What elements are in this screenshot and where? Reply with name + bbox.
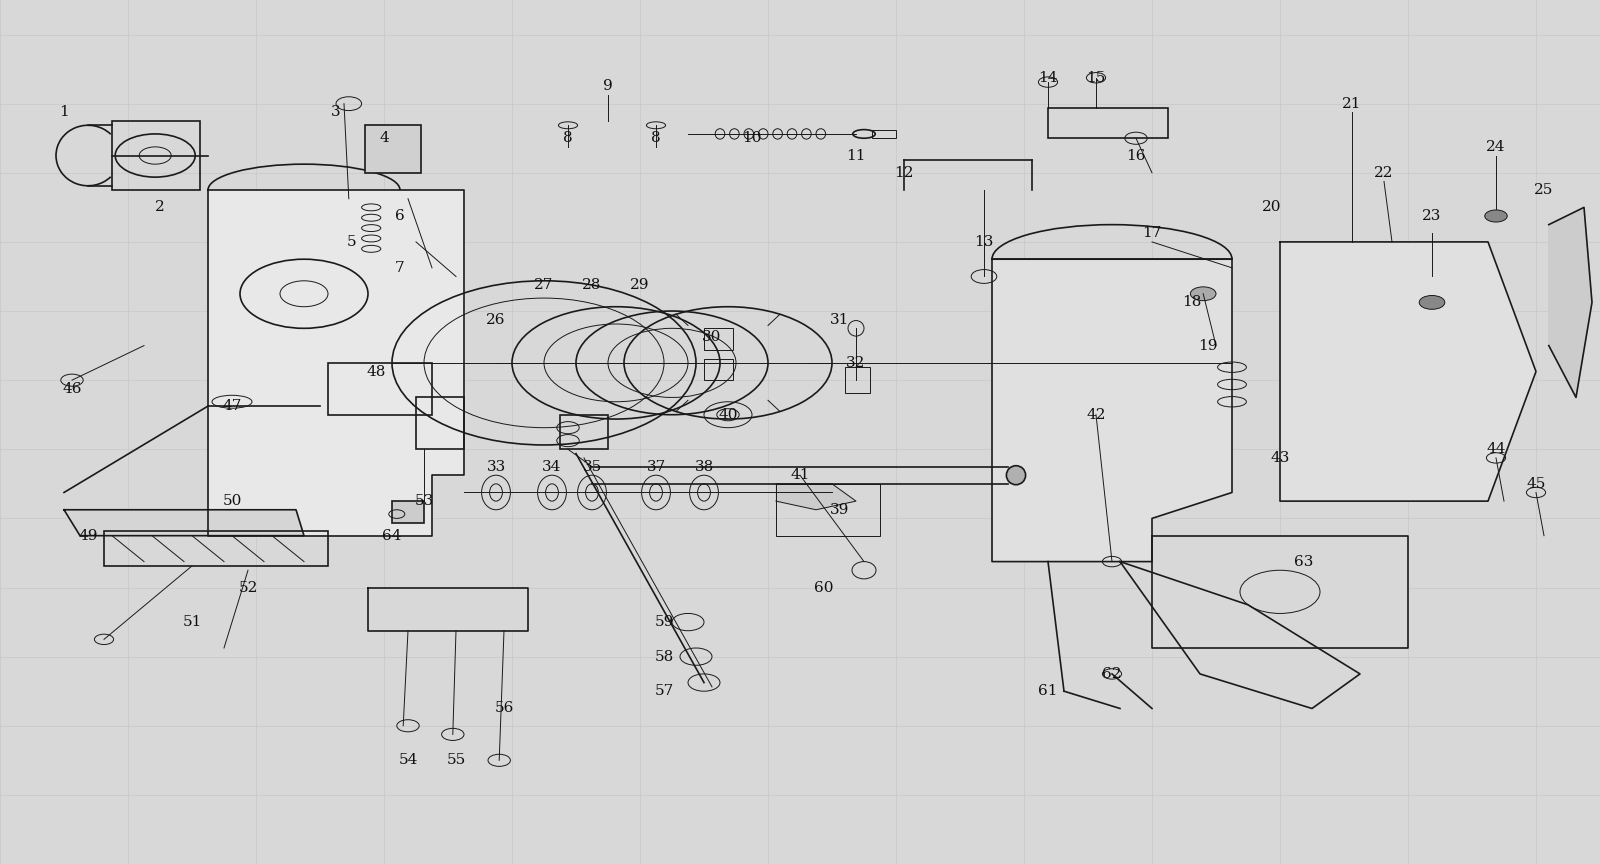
Text: 27: 27: [534, 278, 554, 292]
Text: 53: 53: [414, 494, 434, 508]
Text: 10: 10: [742, 131, 762, 145]
Text: 54: 54: [398, 753, 418, 767]
Text: 47: 47: [222, 399, 242, 413]
Circle shape: [1419, 295, 1445, 309]
Bar: [845, 367, 870, 393]
Text: 35: 35: [582, 460, 602, 473]
Text: 43: 43: [1270, 451, 1290, 465]
Text: 58: 58: [654, 650, 674, 664]
Text: 55: 55: [446, 753, 466, 767]
Text: 26: 26: [486, 313, 506, 327]
Text: 60: 60: [814, 581, 834, 594]
Text: 64: 64: [382, 529, 402, 543]
Bar: [1048, 108, 1168, 138]
Text: 57: 57: [654, 684, 674, 698]
Text: 37: 37: [646, 460, 666, 473]
Text: 11: 11: [846, 149, 866, 162]
Polygon shape: [776, 484, 856, 510]
Text: 7: 7: [395, 261, 405, 275]
Text: 34: 34: [542, 460, 562, 473]
Text: 12: 12: [894, 166, 914, 180]
Text: 8: 8: [563, 131, 573, 145]
Text: 51: 51: [182, 615, 202, 629]
Text: 21: 21: [1342, 97, 1362, 111]
Polygon shape: [1152, 536, 1408, 648]
Text: 29: 29: [630, 278, 650, 292]
Polygon shape: [1280, 242, 1536, 501]
Text: 31: 31: [830, 313, 850, 327]
Text: 28: 28: [582, 278, 602, 292]
Text: 23: 23: [1422, 209, 1442, 223]
Text: 38: 38: [694, 460, 714, 473]
Text: 2: 2: [155, 200, 165, 214]
Text: 22: 22: [1374, 166, 1394, 180]
Polygon shape: [64, 510, 304, 536]
Text: 32: 32: [846, 356, 866, 370]
Polygon shape: [992, 259, 1232, 562]
Text: 9: 9: [603, 79, 613, 93]
Bar: [416, 397, 464, 449]
Text: 63: 63: [1294, 555, 1314, 569]
Bar: [112, 121, 200, 190]
Bar: [704, 359, 733, 380]
Ellipse shape: [1006, 466, 1026, 485]
Text: 25: 25: [1534, 183, 1554, 197]
Text: 50: 50: [222, 494, 242, 508]
Text: 20: 20: [1262, 200, 1282, 214]
Text: 40: 40: [718, 408, 738, 422]
Text: 30: 30: [702, 330, 722, 344]
Text: 46: 46: [62, 382, 82, 396]
Text: 19: 19: [1198, 339, 1218, 353]
Text: 6: 6: [395, 209, 405, 223]
Bar: [776, 484, 880, 536]
Text: 15: 15: [1086, 71, 1106, 85]
Text: 3: 3: [331, 105, 341, 119]
Text: 49: 49: [78, 529, 98, 543]
Polygon shape: [1549, 207, 1592, 397]
Text: 18: 18: [1182, 295, 1202, 309]
Bar: [328, 363, 432, 415]
Bar: [704, 328, 733, 350]
Polygon shape: [1120, 562, 1360, 708]
Text: 39: 39: [830, 503, 850, 517]
Text: 45: 45: [1526, 477, 1546, 491]
Text: 41: 41: [790, 468, 810, 482]
Bar: [365, 125, 421, 173]
Text: 13: 13: [974, 235, 994, 249]
Text: 33: 33: [486, 460, 506, 473]
Text: 16: 16: [1126, 149, 1146, 162]
Text: 62: 62: [1102, 667, 1122, 681]
Text: 48: 48: [366, 365, 386, 378]
Text: 56: 56: [494, 702, 514, 715]
Text: 5: 5: [347, 235, 357, 249]
Text: 24: 24: [1486, 140, 1506, 154]
Text: 59: 59: [654, 615, 674, 629]
Text: 17: 17: [1142, 226, 1162, 240]
Text: 61: 61: [1038, 684, 1058, 698]
Text: 52: 52: [238, 581, 258, 594]
Text: 8: 8: [651, 131, 661, 145]
Circle shape: [1190, 287, 1216, 301]
Polygon shape: [208, 190, 464, 536]
Text: 14: 14: [1038, 71, 1058, 85]
Text: 4: 4: [379, 131, 389, 145]
Polygon shape: [368, 588, 528, 631]
Circle shape: [1485, 210, 1507, 222]
Bar: [872, 130, 896, 138]
Text: 42: 42: [1086, 408, 1106, 422]
Bar: [104, 531, 328, 566]
Text: 44: 44: [1486, 442, 1506, 456]
Bar: [392, 501, 424, 523]
Bar: [560, 415, 608, 449]
Text: 1: 1: [59, 105, 69, 119]
